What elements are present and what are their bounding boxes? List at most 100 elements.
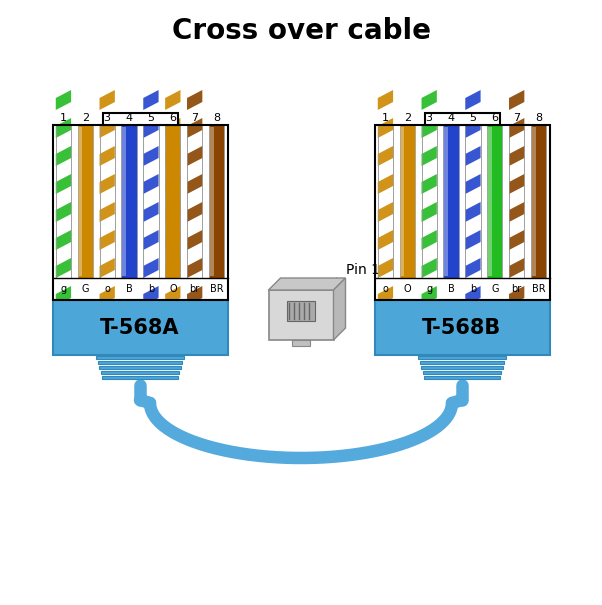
Polygon shape <box>187 118 202 138</box>
Polygon shape <box>465 90 480 110</box>
Text: B: B <box>448 284 455 294</box>
Bar <box>210 127 214 276</box>
Polygon shape <box>99 90 115 110</box>
Polygon shape <box>509 146 524 166</box>
Polygon shape <box>378 286 393 306</box>
Text: 5: 5 <box>147 113 155 123</box>
Polygon shape <box>56 202 71 222</box>
Polygon shape <box>465 202 480 222</box>
Text: o: o <box>382 284 388 294</box>
Bar <box>424 113 500 125</box>
Bar <box>424 376 500 379</box>
Polygon shape <box>465 258 480 278</box>
Text: 7: 7 <box>513 113 520 123</box>
Polygon shape <box>143 258 158 278</box>
Bar <box>509 125 524 278</box>
Polygon shape <box>143 118 158 138</box>
Polygon shape <box>268 278 346 290</box>
Bar <box>400 125 415 278</box>
Polygon shape <box>99 174 115 194</box>
Text: 2: 2 <box>404 113 411 123</box>
Text: g: g <box>60 284 66 294</box>
Polygon shape <box>378 230 393 250</box>
Text: 3: 3 <box>104 113 111 123</box>
Polygon shape <box>56 286 71 306</box>
Bar <box>102 113 178 125</box>
Text: 5: 5 <box>470 113 476 123</box>
Bar <box>143 125 158 278</box>
Text: BR: BR <box>532 284 545 294</box>
Polygon shape <box>421 146 437 166</box>
Text: b: b <box>148 284 154 294</box>
Polygon shape <box>509 230 524 250</box>
Text: 8: 8 <box>535 113 542 123</box>
Bar <box>98 361 182 364</box>
Bar <box>165 125 181 278</box>
Bar <box>420 361 504 364</box>
Polygon shape <box>378 258 393 278</box>
Text: BR: BR <box>209 284 223 294</box>
Bar <box>465 125 480 278</box>
Polygon shape <box>165 230 181 250</box>
Polygon shape <box>99 118 115 138</box>
Polygon shape <box>99 202 115 222</box>
Bar <box>374 300 550 355</box>
Text: 7: 7 <box>191 113 198 123</box>
Polygon shape <box>165 118 181 138</box>
Polygon shape <box>465 146 480 166</box>
Bar <box>52 125 228 300</box>
Polygon shape <box>165 286 181 306</box>
Polygon shape <box>187 286 202 306</box>
Text: G: G <box>81 284 89 294</box>
Text: Pin 1: Pin 1 <box>333 263 380 284</box>
Bar <box>401 127 405 276</box>
Polygon shape <box>99 286 115 306</box>
Polygon shape <box>143 286 158 306</box>
Polygon shape <box>165 90 181 110</box>
Text: 6: 6 <box>169 113 176 123</box>
Polygon shape <box>378 174 393 194</box>
Polygon shape <box>465 286 480 306</box>
Bar <box>99 125 115 278</box>
Bar <box>421 125 437 278</box>
Bar <box>423 371 501 374</box>
Bar <box>187 125 202 278</box>
Polygon shape <box>421 286 437 306</box>
Bar <box>421 366 503 369</box>
Text: 8: 8 <box>213 113 220 123</box>
Text: 4: 4 <box>447 113 455 123</box>
Text: Cross over cable: Cross over cable <box>172 17 430 45</box>
Polygon shape <box>143 146 158 166</box>
Bar <box>102 376 178 379</box>
Bar <box>122 127 126 276</box>
Polygon shape <box>143 202 158 222</box>
Polygon shape <box>56 118 71 138</box>
Polygon shape <box>165 202 181 222</box>
Polygon shape <box>509 258 524 278</box>
Polygon shape <box>378 146 393 166</box>
Polygon shape <box>99 258 115 278</box>
Polygon shape <box>187 258 202 278</box>
Polygon shape <box>378 202 393 222</box>
Polygon shape <box>509 90 524 110</box>
Bar <box>101 371 179 374</box>
Text: B: B <box>126 284 132 294</box>
Bar <box>56 125 71 278</box>
Bar <box>374 125 550 300</box>
Polygon shape <box>187 174 202 194</box>
Polygon shape <box>465 118 480 138</box>
Bar <box>187 125 202 278</box>
Polygon shape <box>378 118 393 138</box>
Polygon shape <box>378 90 393 110</box>
Bar <box>418 356 506 359</box>
Bar <box>268 290 334 340</box>
Bar <box>122 125 137 278</box>
Bar <box>165 125 181 278</box>
Bar <box>378 125 393 278</box>
Polygon shape <box>509 118 524 138</box>
Text: br: br <box>512 284 522 294</box>
Polygon shape <box>187 202 202 222</box>
Polygon shape <box>509 202 524 222</box>
Polygon shape <box>165 174 181 194</box>
Bar <box>444 125 459 278</box>
